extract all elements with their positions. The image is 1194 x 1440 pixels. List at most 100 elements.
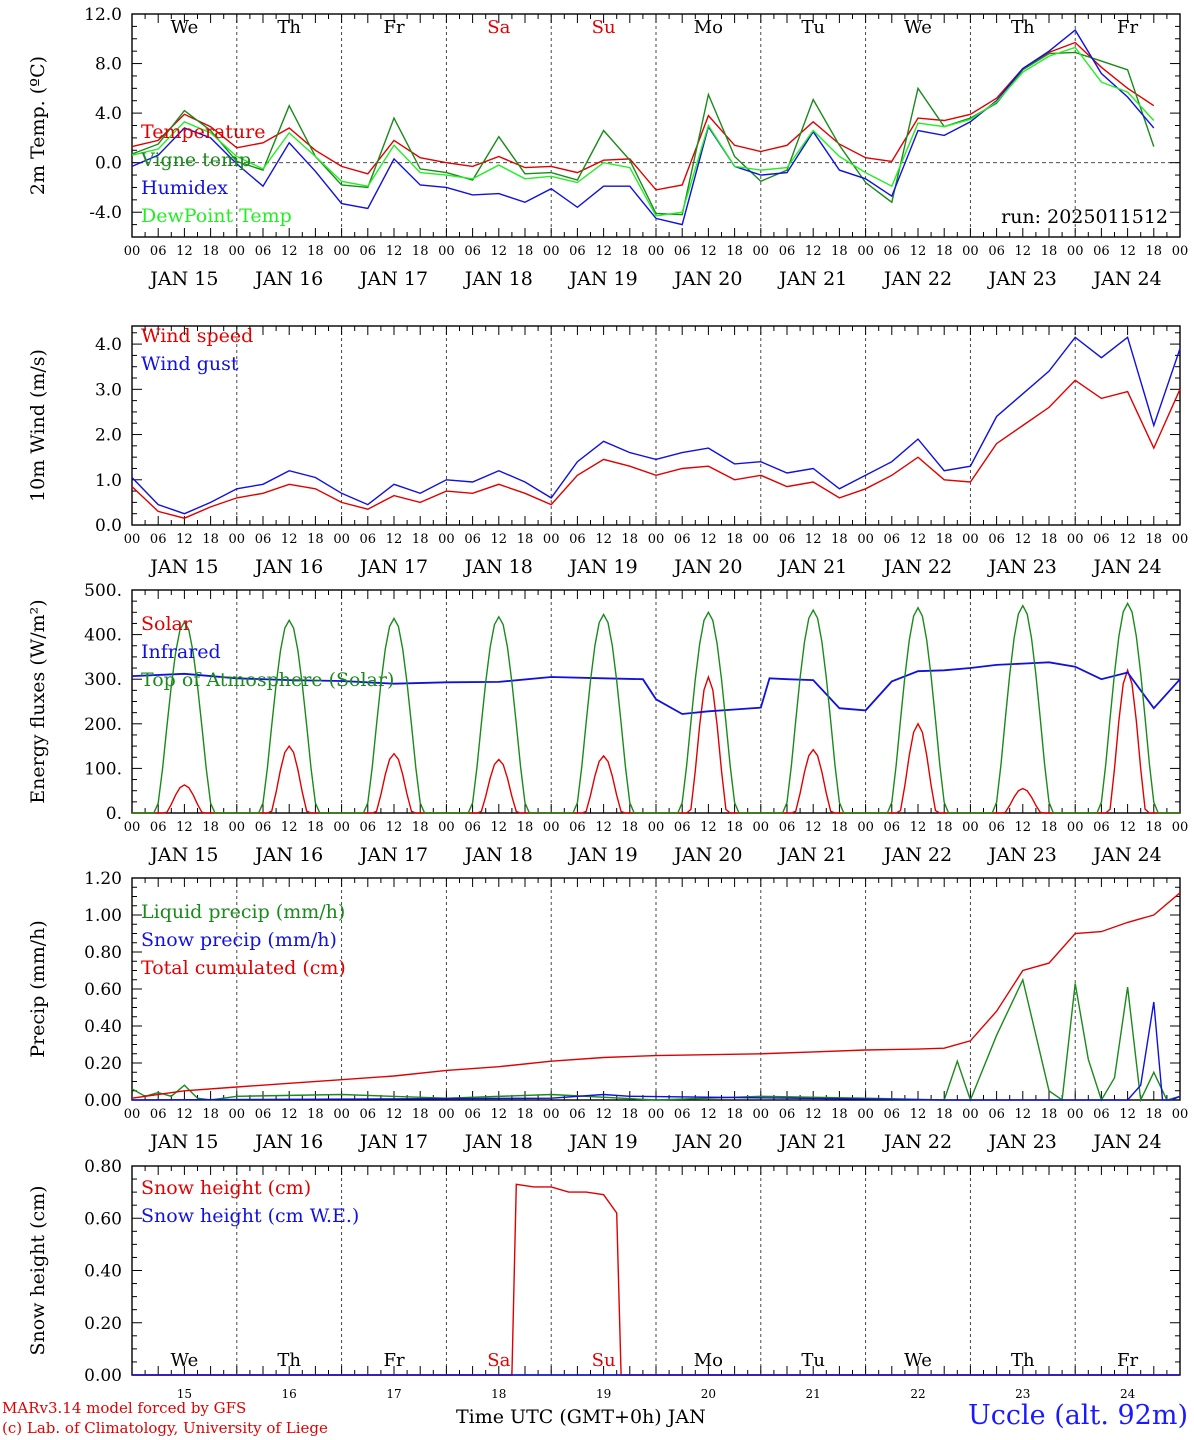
hour-tick-label: 06 — [255, 820, 272, 835]
date-label: JAN 21 — [777, 1131, 847, 1153]
series-line-top-of-atmosphere-solar- — [132, 601, 1180, 814]
date-label: JAN 22 — [882, 268, 952, 290]
date-label: JAN 20 — [672, 556, 742, 578]
hour-tick-label: 00 — [1067, 532, 1084, 547]
hour-tick-label: 18 — [517, 244, 534, 259]
date-label: JAN 17 — [358, 844, 428, 866]
hour-tick-label: 00 — [543, 820, 560, 835]
hour-tick-label: 12 — [595, 820, 612, 835]
hour-tick-label: 12 — [281, 1107, 298, 1122]
hour-tick-label: 18 — [831, 532, 848, 547]
hour-tick-label: 00 — [1172, 1107, 1189, 1122]
hour-tick-label: 12 — [910, 1107, 927, 1122]
hour-tick-label: 12 — [1015, 532, 1032, 547]
hour-tick-label: 12 — [176, 244, 193, 259]
date-label: JAN 21 — [777, 556, 847, 578]
hour-tick-label: 18 — [1041, 1107, 1058, 1122]
date-label: JAN 19 — [568, 1131, 638, 1153]
hour-tick-label: 12 — [176, 532, 193, 547]
hour-tick-label: 00 — [753, 532, 770, 547]
legend-entry: Wind speed — [141, 325, 253, 347]
day-number: 23 — [1015, 1387, 1030, 1401]
legend-entry: Total cumulated (cm) — [141, 957, 346, 979]
day-number: 20 — [701, 1387, 716, 1401]
weekday-label: We — [171, 1350, 199, 1371]
hour-tick-label: 00 — [753, 1107, 770, 1122]
hour-tick-label: 00 — [1067, 820, 1084, 835]
day-number: 22 — [910, 1387, 925, 1401]
panel-1: -4.0 0.0 4.0 8.0 12.0 2m Temp. (ºC) Temperatur… — [27, 5, 1188, 290]
hour-tick-label: 12 — [805, 244, 822, 259]
hour-tick-label: 12 — [176, 820, 193, 835]
day-number: 19 — [596, 1387, 611, 1401]
hour-tick-label: 06 — [464, 820, 481, 835]
hour-tick-label: 06 — [569, 1107, 586, 1122]
date-label: JAN 15 — [148, 844, 218, 866]
hour-tick-label: 00 — [333, 1107, 350, 1122]
date-label: JAN 20 — [672, 268, 742, 290]
weekday-label: Fr — [1117, 17, 1138, 38]
hour-tick-label: 12 — [281, 532, 298, 547]
hour-tick-label: 18 — [1041, 820, 1058, 835]
hour-tick-label: 06 — [1093, 532, 1110, 547]
series-line-wind-speed — [131, 379, 1181, 519]
y-tick-label: 0.60 — [84, 980, 122, 1000]
legend-entry: Liquid precip (mm/h) — [141, 901, 345, 923]
legend-entry: Snow precip (mm/h) — [141, 929, 337, 951]
date-label: JAN 19 — [568, 556, 638, 578]
hour-tick-label: 06 — [779, 532, 796, 547]
hour-tick-label: 06 — [884, 532, 901, 547]
legend-entry: Top of Atmosphere (Solar) — [141, 669, 394, 691]
hour-tick-label: 06 — [988, 532, 1005, 547]
weekday-label: Tu — [801, 1350, 825, 1371]
y-tick-label: 0.40 — [84, 1017, 122, 1037]
weekday-label: Su — [592, 17, 616, 38]
panel-5: 0.00 0.20 0.40 0.60 0.80 Snow height (cm) Snow… — [27, 1157, 1181, 1401]
y-axis-title: Energy fluxes (W/m²) — [27, 599, 49, 803]
y-tick-label: 500. — [84, 581, 122, 601]
hour-tick-label: 06 — [150, 244, 167, 259]
hour-tick-label: 00 — [543, 532, 560, 547]
date-label: JAN 15 — [148, 556, 218, 578]
hour-tick-label: 00 — [438, 244, 455, 259]
hour-tick-label: 06 — [255, 244, 272, 259]
hour-tick-label: 06 — [779, 820, 796, 835]
date-label: JAN 20 — [672, 844, 742, 866]
hour-tick-label: 00 — [1172, 820, 1189, 835]
hour-tick-label: 00 — [962, 1107, 979, 1122]
y-tick-label: 0. — [106, 804, 122, 824]
weekday-label: Th — [277, 1350, 301, 1371]
day-number: 15 — [177, 1387, 192, 1401]
hour-tick-label: 12 — [700, 244, 717, 259]
hour-tick-label: 18 — [622, 1107, 639, 1122]
hour-tick-label: 06 — [988, 820, 1005, 835]
weekday-label: Mo — [694, 17, 723, 38]
hour-tick-label: 12 — [1119, 532, 1136, 547]
hour-tick-label: 00 — [333, 244, 350, 259]
series-line-infrared — [131, 661, 1181, 715]
day-number: 16 — [282, 1387, 297, 1401]
hour-tick-label: 12 — [1015, 1107, 1032, 1122]
legend-entry: Temperature — [141, 121, 265, 143]
hour-tick-label: 18 — [1041, 244, 1058, 259]
hour-tick-label: 00 — [1172, 532, 1189, 547]
hour-tick-label: 12 — [386, 1107, 403, 1122]
hour-tick-label: 00 — [543, 1107, 560, 1122]
day-number: 21 — [806, 1387, 821, 1401]
day-number: 18 — [491, 1387, 506, 1401]
hour-tick-label: 12 — [491, 1107, 508, 1122]
hour-tick-label: 00 — [857, 244, 874, 259]
hour-tick-label: 18 — [726, 820, 743, 835]
hour-tick-label: 12 — [910, 532, 927, 547]
hour-tick-label: 06 — [1093, 820, 1110, 835]
weekday-label: Su — [592, 1350, 616, 1371]
hour-tick-label: 18 — [831, 1107, 848, 1122]
hour-tick-label: 18 — [202, 1107, 219, 1122]
time-axis-label: Time UTC (GMT+0h) JAN — [456, 1406, 706, 1428]
hour-tick-label: 06 — [255, 532, 272, 547]
weekday-label: Fr — [383, 17, 404, 38]
hour-tick-label: 06 — [884, 1107, 901, 1122]
hour-tick-label: 12 — [595, 532, 612, 547]
y-tick-label: 0.80 — [84, 1157, 122, 1177]
hour-tick-label: 12 — [700, 1107, 717, 1122]
